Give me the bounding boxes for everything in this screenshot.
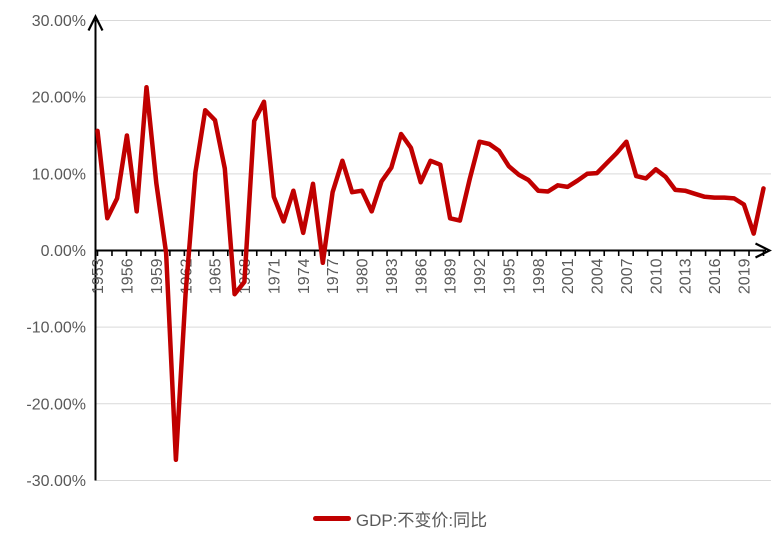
x-axis-label: 1998 xyxy=(531,258,548,294)
x-axis-label: 1956 xyxy=(119,258,136,294)
x-axis-label: 1986 xyxy=(413,258,430,294)
y-axis-label: -30.00% xyxy=(26,473,86,490)
y-axis-label: 10.00% xyxy=(32,166,86,183)
y-axis-label: 0.00% xyxy=(41,243,86,260)
x-axis-label: 2007 xyxy=(619,258,636,294)
x-axis-label: 1983 xyxy=(384,258,401,294)
x-axis-label: 1953 xyxy=(90,258,107,294)
gdp-series-line xyxy=(95,84,766,463)
chart-legend: GDP:不变价:同比 xyxy=(16,506,784,531)
y-axis-label: 30.00% xyxy=(32,13,86,30)
x-axis-label: 2004 xyxy=(590,258,607,294)
x-axis-label: 1992 xyxy=(472,258,489,294)
y-axis-label: -10.00% xyxy=(26,320,86,337)
y-axis-label: -20.00% xyxy=(26,396,86,413)
x-axis-label: 2010 xyxy=(648,258,665,294)
x-axis-label: 1971 xyxy=(266,258,283,294)
x-axis-label: 1995 xyxy=(501,258,518,294)
legend-label: GDP:不变价:同比 xyxy=(355,511,488,530)
x-axis-label: 1965 xyxy=(208,258,225,294)
y-axis-arrow xyxy=(87,14,104,31)
x-axis-arrow xyxy=(755,242,772,259)
x-axis-label: 1980 xyxy=(355,258,372,294)
x-axis-label: 2019 xyxy=(737,258,754,294)
x-axis-label: 1977 xyxy=(325,258,342,294)
x-axis-label: 2001 xyxy=(560,258,577,294)
x-axis-label: 1974 xyxy=(296,258,313,294)
x-axis-label: 2013 xyxy=(678,258,695,294)
x-axis-label: 1959 xyxy=(149,258,166,294)
legend-line-swatch xyxy=(312,516,351,521)
y-axis-label: 20.00% xyxy=(32,90,86,107)
x-axis-label: 2016 xyxy=(707,258,724,294)
x-axis-label: 1989 xyxy=(443,258,460,294)
